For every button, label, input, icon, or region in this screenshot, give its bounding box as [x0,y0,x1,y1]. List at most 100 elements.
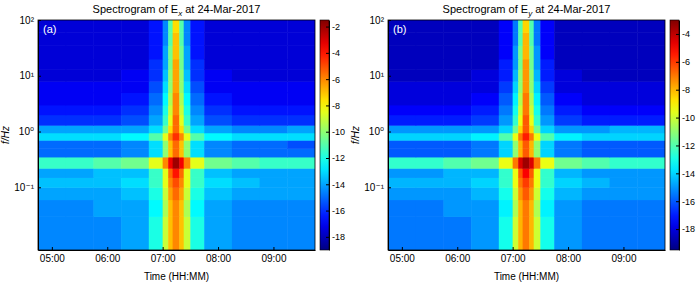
colorbar-tick-mark [326,132,329,133]
cell [190,69,204,81]
cell [260,140,288,149]
cell [499,133,513,141]
cell [637,105,665,115]
cell [518,20,523,33]
cell [173,115,180,126]
cell [204,115,232,126]
cell [513,177,519,187]
colorbar-tick: -10 [326,127,345,137]
cell [416,32,444,46]
cell [163,115,169,126]
cell [173,20,180,33]
cell [93,20,121,33]
cell [540,81,554,93]
cell [513,187,519,200]
cell [190,148,204,157]
cell [388,133,416,141]
cell [184,133,191,141]
cell [149,157,163,169]
cell [529,133,534,141]
cell [190,20,204,33]
cell [260,20,288,33]
cell [610,177,638,187]
cell [173,148,180,157]
cell [513,216,519,250]
x-tick-label: 09:00 [611,253,636,264]
cell [93,133,121,141]
cell [540,93,554,106]
cell [121,20,149,33]
cell [610,148,638,157]
cell [443,45,471,59]
cell [513,168,519,178]
cell [168,81,173,93]
cell [173,187,180,200]
cell [38,148,66,157]
x-tick-mark [513,247,514,250]
cell [179,32,184,46]
cell [184,187,191,200]
cell [529,168,534,178]
cell [93,115,121,126]
cell [388,157,416,169]
cell [260,81,288,93]
cell [179,216,184,250]
x-tick-mark [623,247,624,250]
colorbar-tick-label: -10 [332,127,345,137]
cell [287,148,315,157]
colorbar-tick-label: -6 [332,75,340,85]
cell [534,32,541,46]
cell [204,187,232,200]
cell [66,32,94,46]
cell [204,105,232,115]
cell [179,168,184,178]
cell [554,115,582,126]
cell [163,133,169,141]
cell [610,200,638,217]
colorbar-tick-label: -4 [682,29,690,39]
cell [443,157,471,169]
cell [637,125,665,133]
cell [499,187,513,200]
x-axis-line [39,250,316,251]
y-tick-label: 10² [20,15,35,26]
cell [523,177,530,187]
y-tick-label: 10⁻¹ [364,182,384,193]
cell [518,200,523,217]
cell [518,168,523,178]
cell [443,140,471,149]
colorbar-tick-label: -8 [332,101,340,111]
cell [121,32,149,46]
colorbar-tick: -6 [676,57,690,67]
cell [540,177,554,187]
x-tick-mark [273,247,274,250]
cell [149,200,163,217]
cell [93,45,121,59]
cell [471,148,499,157]
cell [529,125,534,133]
cell [416,216,444,250]
cell [582,200,610,217]
cell [499,93,513,106]
cell [529,93,534,106]
cell [179,133,184,141]
cell [582,32,610,46]
cell [163,20,169,33]
cell [416,125,444,133]
cell [518,93,523,106]
cell [540,20,554,33]
colorbar-tick-mark [676,229,679,230]
cell [388,187,416,200]
colorbar-tick: -18 [676,224,695,234]
cell [523,140,530,149]
cell [513,200,519,217]
cell [149,133,163,141]
colorbar-tick: -16 [326,206,345,216]
cell [388,148,416,157]
y-tick-label: 10¹ [370,70,385,81]
cell [554,105,582,115]
cell [38,125,66,133]
cell [232,177,260,187]
y-axis-line [38,21,39,251]
cell [523,81,530,93]
